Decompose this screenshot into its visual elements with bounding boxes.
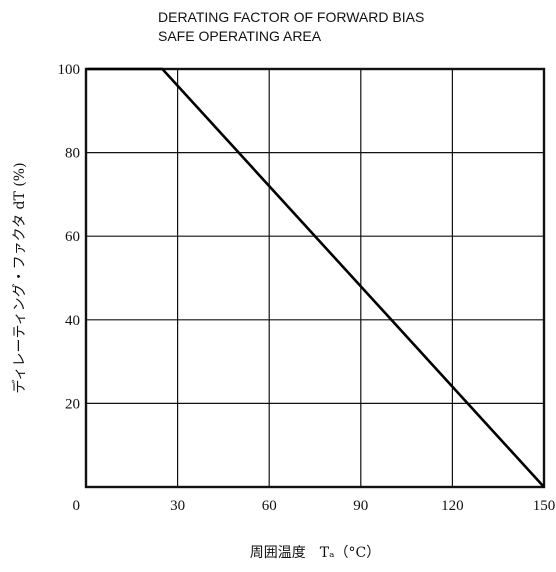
x-tick-label-150: 150 (533, 498, 556, 514)
y-tick-label-40: 40 (65, 313, 80, 329)
x-tick-label-30: 30 (170, 498, 185, 514)
y-axis-label: ディレーティング・ファクタ dT (%) (11, 162, 28, 393)
x-axis-label: 周囲温度 Tₐ（°C） (250, 545, 380, 561)
grid (86, 69, 544, 487)
x-tick-label-90: 90 (353, 498, 368, 514)
plot-frame (84, 67, 546, 489)
y-tick-label-100: 100 (58, 62, 81, 78)
y-tick-label-60: 60 (65, 229, 80, 245)
y-tick-label-80: 80 (65, 146, 80, 162)
x-tick-label-0: 0 (73, 498, 81, 514)
y-tick-labels: 20 40 60 80 100 (58, 62, 81, 412)
chart-title-line-1: DERATING FACTOR OF FORWARD BIAS (158, 9, 424, 25)
x-tick-labels: 0 30 60 90 120 150 (73, 498, 556, 514)
x-tick-label-120: 120 (441, 498, 464, 514)
chart-title-line-2: SAFE OPERATING AREA (158, 28, 322, 44)
y-tick-label-20: 20 (65, 396, 80, 412)
derating-line (86, 67, 545, 488)
x-tick-label-60: 60 (262, 498, 277, 514)
